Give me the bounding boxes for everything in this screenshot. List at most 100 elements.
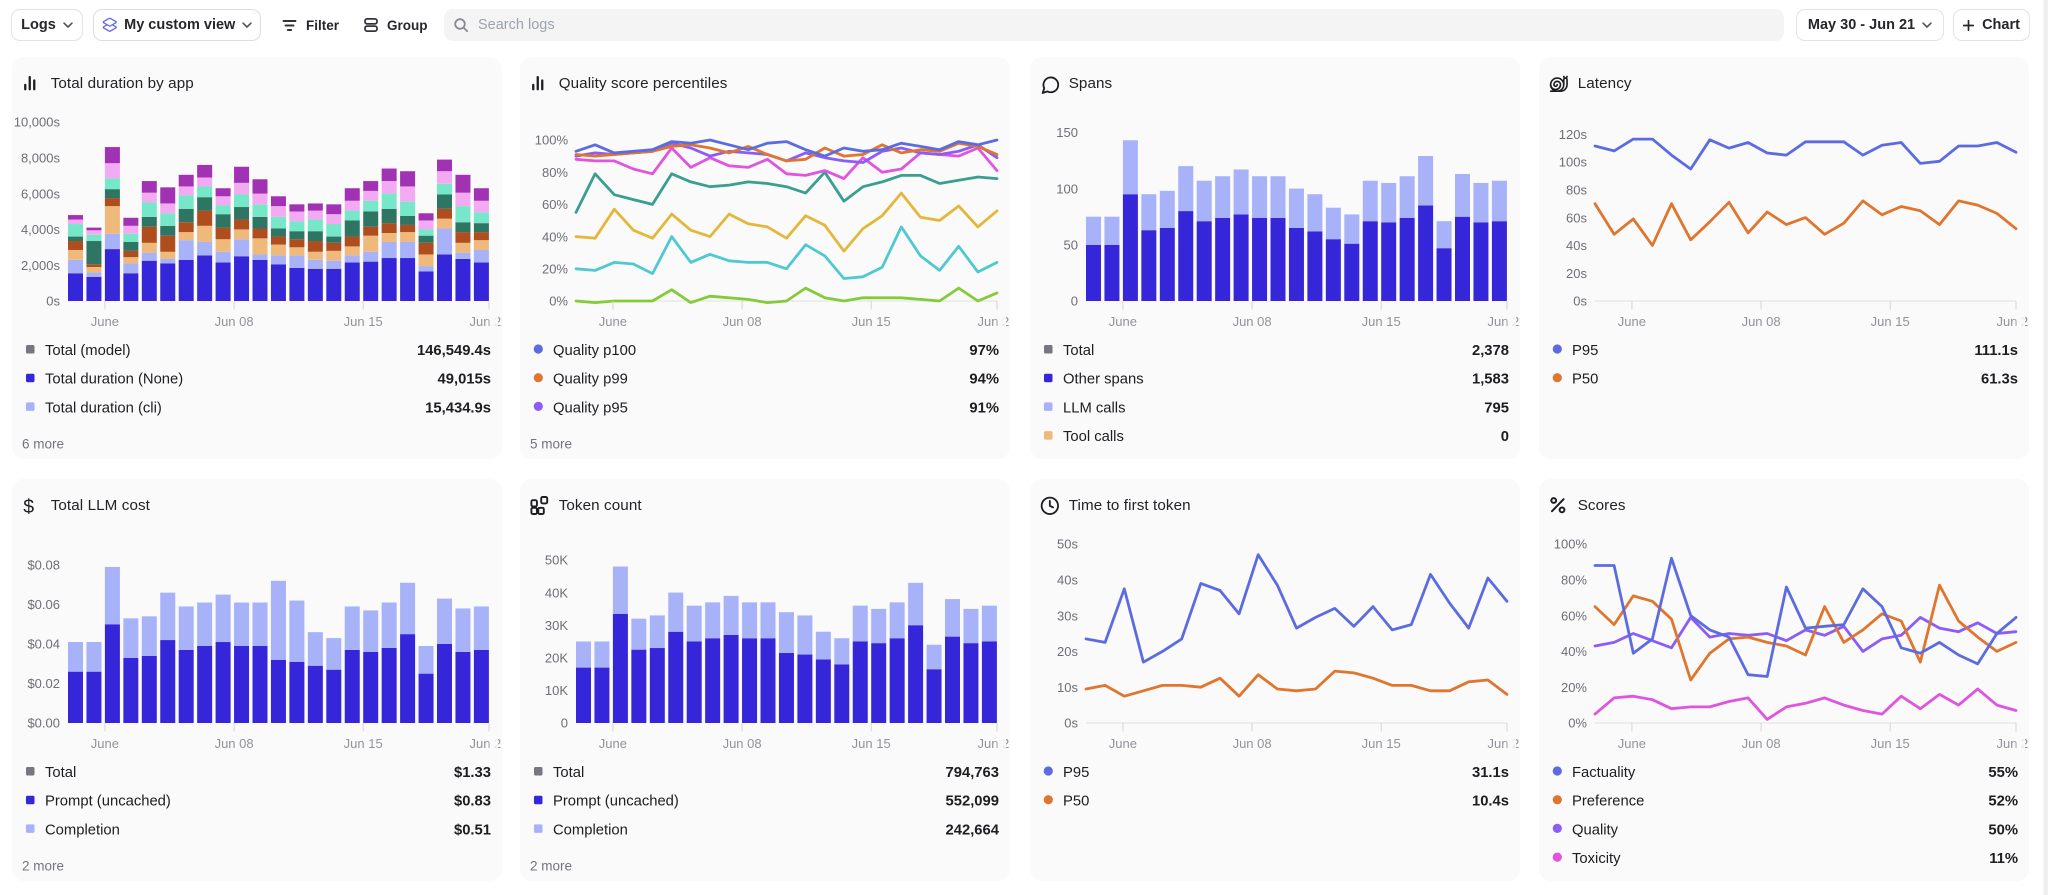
svg-text:Quality p100: Quality p100 (553, 343, 636, 359)
svg-text:0s: 0s (1064, 716, 1078, 731)
svg-text:10,000s: 10,000s (14, 115, 61, 130)
svg-text:Jun 15: Jun 15 (344, 736, 383, 751)
svg-text:Token count: Token count (559, 497, 643, 514)
svg-text:100: 100 (1056, 181, 1078, 196)
svg-text:Jun 08: Jun 08 (1742, 314, 1781, 329)
svg-text:2 more: 2 more (22, 859, 64, 874)
svg-text:Jun 08: Jun 08 (723, 314, 762, 329)
svg-text:97%: 97% (969, 343, 999, 359)
svg-text:5 more: 5 more (530, 437, 572, 452)
svg-text:P50: P50 (1572, 372, 1598, 388)
svg-text:40%: 40% (1561, 644, 1587, 659)
svg-text:Jun 15: Jun 15 (1362, 314, 1401, 329)
svg-text:$0.04: $0.04 (27, 637, 60, 652)
svg-text:10.4s: 10.4s (1472, 794, 1509, 810)
svg-text:60%: 60% (542, 197, 568, 212)
svg-text:Jun 15: Jun 15 (852, 736, 891, 751)
svg-text:50K: 50K (545, 553, 568, 568)
svg-text:20%: 20% (542, 262, 568, 277)
svg-text:80%: 80% (542, 165, 568, 180)
svg-text:P50: P50 (1063, 794, 1089, 810)
svg-text:795: 795 (1484, 400, 1509, 416)
svg-text:94%: 94% (969, 372, 999, 388)
svg-text:Completion: Completion (45, 822, 120, 838)
svg-text:$0.00: $0.00 (27, 716, 60, 731)
svg-text:Total duration (cli): Total duration (cli) (45, 400, 162, 416)
svg-text:Total: Total (553, 765, 584, 781)
svg-text:1,583: 1,583 (1472, 372, 1509, 388)
svg-text:20K: 20K (545, 651, 568, 666)
svg-text:June: June (91, 736, 119, 751)
svg-text:0s: 0s (46, 294, 60, 309)
svg-text:Factuality: Factuality (1572, 765, 1636, 781)
svg-text:Preference: Preference (1572, 794, 1644, 810)
svg-text:0: 0 (1501, 429, 1509, 445)
svg-text:June: June (599, 736, 627, 751)
svg-text:Latency: Latency (1578, 75, 1632, 92)
svg-text:Toxicity: Toxicity (1572, 851, 1621, 867)
svg-text:$0.06: $0.06 (27, 597, 60, 612)
svg-text:100%: 100% (535, 133, 569, 148)
svg-text:Quality p99: Quality p99 (553, 372, 628, 388)
svg-text:2 more: 2 more (530, 859, 572, 874)
svg-text:60%: 60% (1561, 608, 1587, 623)
svg-text:4,000s: 4,000s (21, 222, 61, 237)
svg-text:Total: Total (45, 765, 76, 781)
svg-text:Completion: Completion (553, 822, 628, 838)
svg-text:30K: 30K (545, 618, 568, 633)
svg-text:Jun 08: Jun 08 (1742, 736, 1781, 751)
svg-text:49,015s: 49,015s (438, 372, 492, 388)
svg-text:8,000s: 8,000s (21, 151, 61, 166)
svg-text:80%: 80% (1561, 573, 1587, 588)
svg-text:Quality: Quality (1572, 822, 1619, 838)
svg-text:$0.51: $0.51 (454, 822, 491, 838)
svg-text:$0.08: $0.08 (27, 558, 60, 573)
svg-text:15,434.9s: 15,434.9s (425, 400, 491, 416)
svg-text:Jun 08: Jun 08 (1233, 736, 1272, 751)
svg-text:Scores: Scores (1578, 497, 1626, 514)
svg-text:0: 0 (561, 716, 568, 731)
svg-text:LLM calls: LLM calls (1063, 400, 1126, 416)
svg-text:50: 50 (1064, 238, 1078, 253)
svg-text:Prompt (uncached): Prompt (uncached) (553, 794, 679, 810)
svg-text:80s: 80s (1566, 183, 1587, 198)
svg-text:Jun 08: Jun 08 (215, 736, 254, 751)
svg-text:6,000s: 6,000s (21, 186, 61, 201)
svg-text:40s: 40s (1566, 238, 1587, 253)
svg-text:40s: 40s (1057, 573, 1078, 588)
svg-text:100%: 100% (1554, 537, 1588, 552)
svg-text:61.3s: 61.3s (1981, 372, 2018, 388)
svg-text:Prompt (uncached): Prompt (uncached) (45, 794, 171, 810)
svg-text:Jun 15: Jun 15 (1871, 314, 1910, 329)
svg-text:20s: 20s (1057, 644, 1078, 659)
svg-text:10s: 10s (1057, 680, 1078, 695)
svg-text:Jun 08: Jun 08 (215, 314, 254, 329)
svg-text:Tool calls: Tool calls (1063, 429, 1124, 445)
svg-text:Quality p95: Quality p95 (553, 400, 628, 416)
svg-text:794,763: 794,763 (946, 765, 1000, 781)
svg-text:June: June (1109, 314, 1137, 329)
svg-text:June: June (1109, 736, 1137, 751)
svg-text:$: $ (23, 496, 34, 518)
svg-text:June: June (1618, 736, 1646, 751)
svg-text:Total (model): Total (model) (45, 343, 131, 359)
svg-text:June: June (1618, 314, 1646, 329)
svg-text:552,099: 552,099 (946, 794, 1000, 810)
svg-text:$0.02: $0.02 (27, 676, 60, 691)
svg-text:120s: 120s (1559, 127, 1588, 142)
svg-text:52%: 52% (1988, 794, 2018, 810)
svg-text:2,000s: 2,000s (21, 258, 61, 273)
svg-text:Jun 15: Jun 15 (852, 314, 891, 329)
svg-text:$1.33: $1.33 (454, 765, 491, 781)
svg-text:40K: 40K (545, 585, 568, 600)
svg-text:Jun 08: Jun 08 (1233, 314, 1272, 329)
svg-text:0s: 0s (1573, 294, 1587, 309)
svg-text:146,549.4s: 146,549.4s (417, 343, 491, 359)
svg-text:150: 150 (1056, 125, 1078, 140)
svg-text:Total: Total (1063, 343, 1094, 359)
svg-text:Spans: Spans (1069, 75, 1113, 92)
svg-text:Jun 15: Jun 15 (1362, 736, 1401, 751)
svg-text:11%: 11% (1989, 851, 2018, 867)
svg-text:Total duration (None): Total duration (None) (45, 372, 183, 388)
svg-text:10K: 10K (545, 683, 568, 698)
